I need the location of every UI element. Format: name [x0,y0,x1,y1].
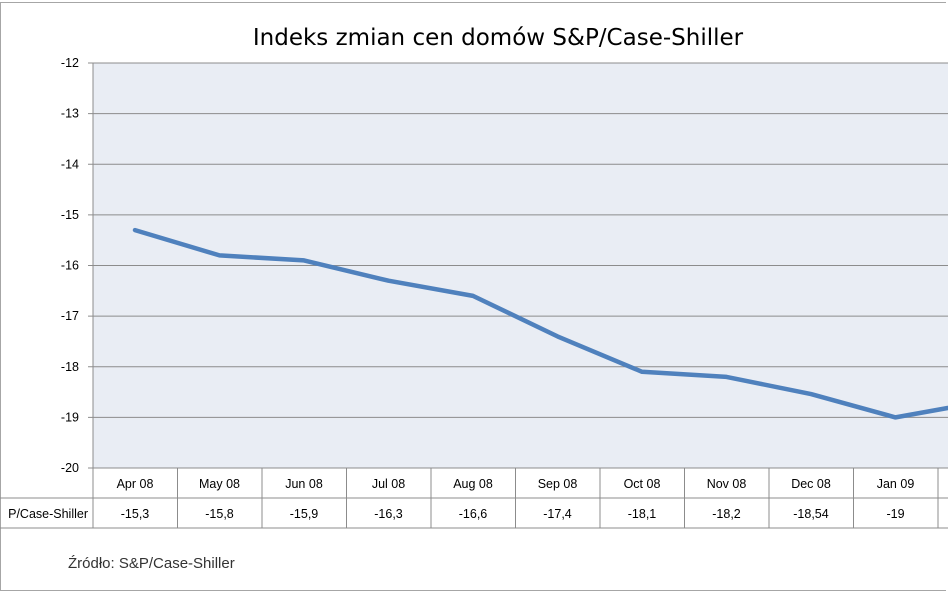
data-value-label: -19 [886,507,904,521]
y-axis: -12 -13 -14 -15 -16 -17 -18 -19 -20 [61,56,94,475]
x-category-label: Nov 08 [707,477,747,491]
data-value-label: -18,54 [793,507,828,521]
x-category-label: Jul 08 [372,477,405,491]
x-category-label: May 08 [199,477,240,491]
x-category-label: Dec 08 [791,477,831,491]
y-tick-label: -16 [61,259,79,273]
x-category-label: Sep 08 [538,477,578,491]
y-tick-label: -19 [61,410,79,424]
y-tick-label: -18 [61,360,79,374]
data-table: P/Case-Shiller Apr 08 May 08 Jun 08 Jul 08 Au… [0,468,948,529]
data-value-label: -15,8 [205,507,234,521]
x-category-label: Jan 09 [877,477,915,491]
table-series-name: P/Case-Shiller [8,507,88,521]
x-category-label: Aug 08 [453,477,493,491]
data-value-label: -15,9 [290,507,319,521]
data-value-label: -15,3 [121,507,150,521]
chart-title: Indeks zmian cen domów S&P/Case-Shiller [253,25,744,51]
y-tick-label: -15 [61,208,79,222]
data-value-label: -18,1 [628,507,657,521]
data-value-label: -18,2 [712,507,741,521]
data-value-label: -16,6 [459,507,488,521]
y-tick-label: -12 [61,56,79,70]
data-value-label: -16,3 [374,507,403,521]
y-tick-label: -20 [61,461,79,475]
x-category-label: Apr 08 [117,477,154,491]
x-category-label: Oct 08 [624,477,661,491]
y-tick-label: -17 [61,309,79,323]
data-value-label: -17,4 [543,507,572,521]
series-line [132,227,948,420]
source-note: Źródło: S&P/Case-Shiller [68,555,235,572]
gridlines [93,62,948,469]
y-tick-label: -13 [61,107,79,121]
y-tick-label: -14 [61,157,79,171]
x-category-label: Jun 08 [285,477,323,491]
